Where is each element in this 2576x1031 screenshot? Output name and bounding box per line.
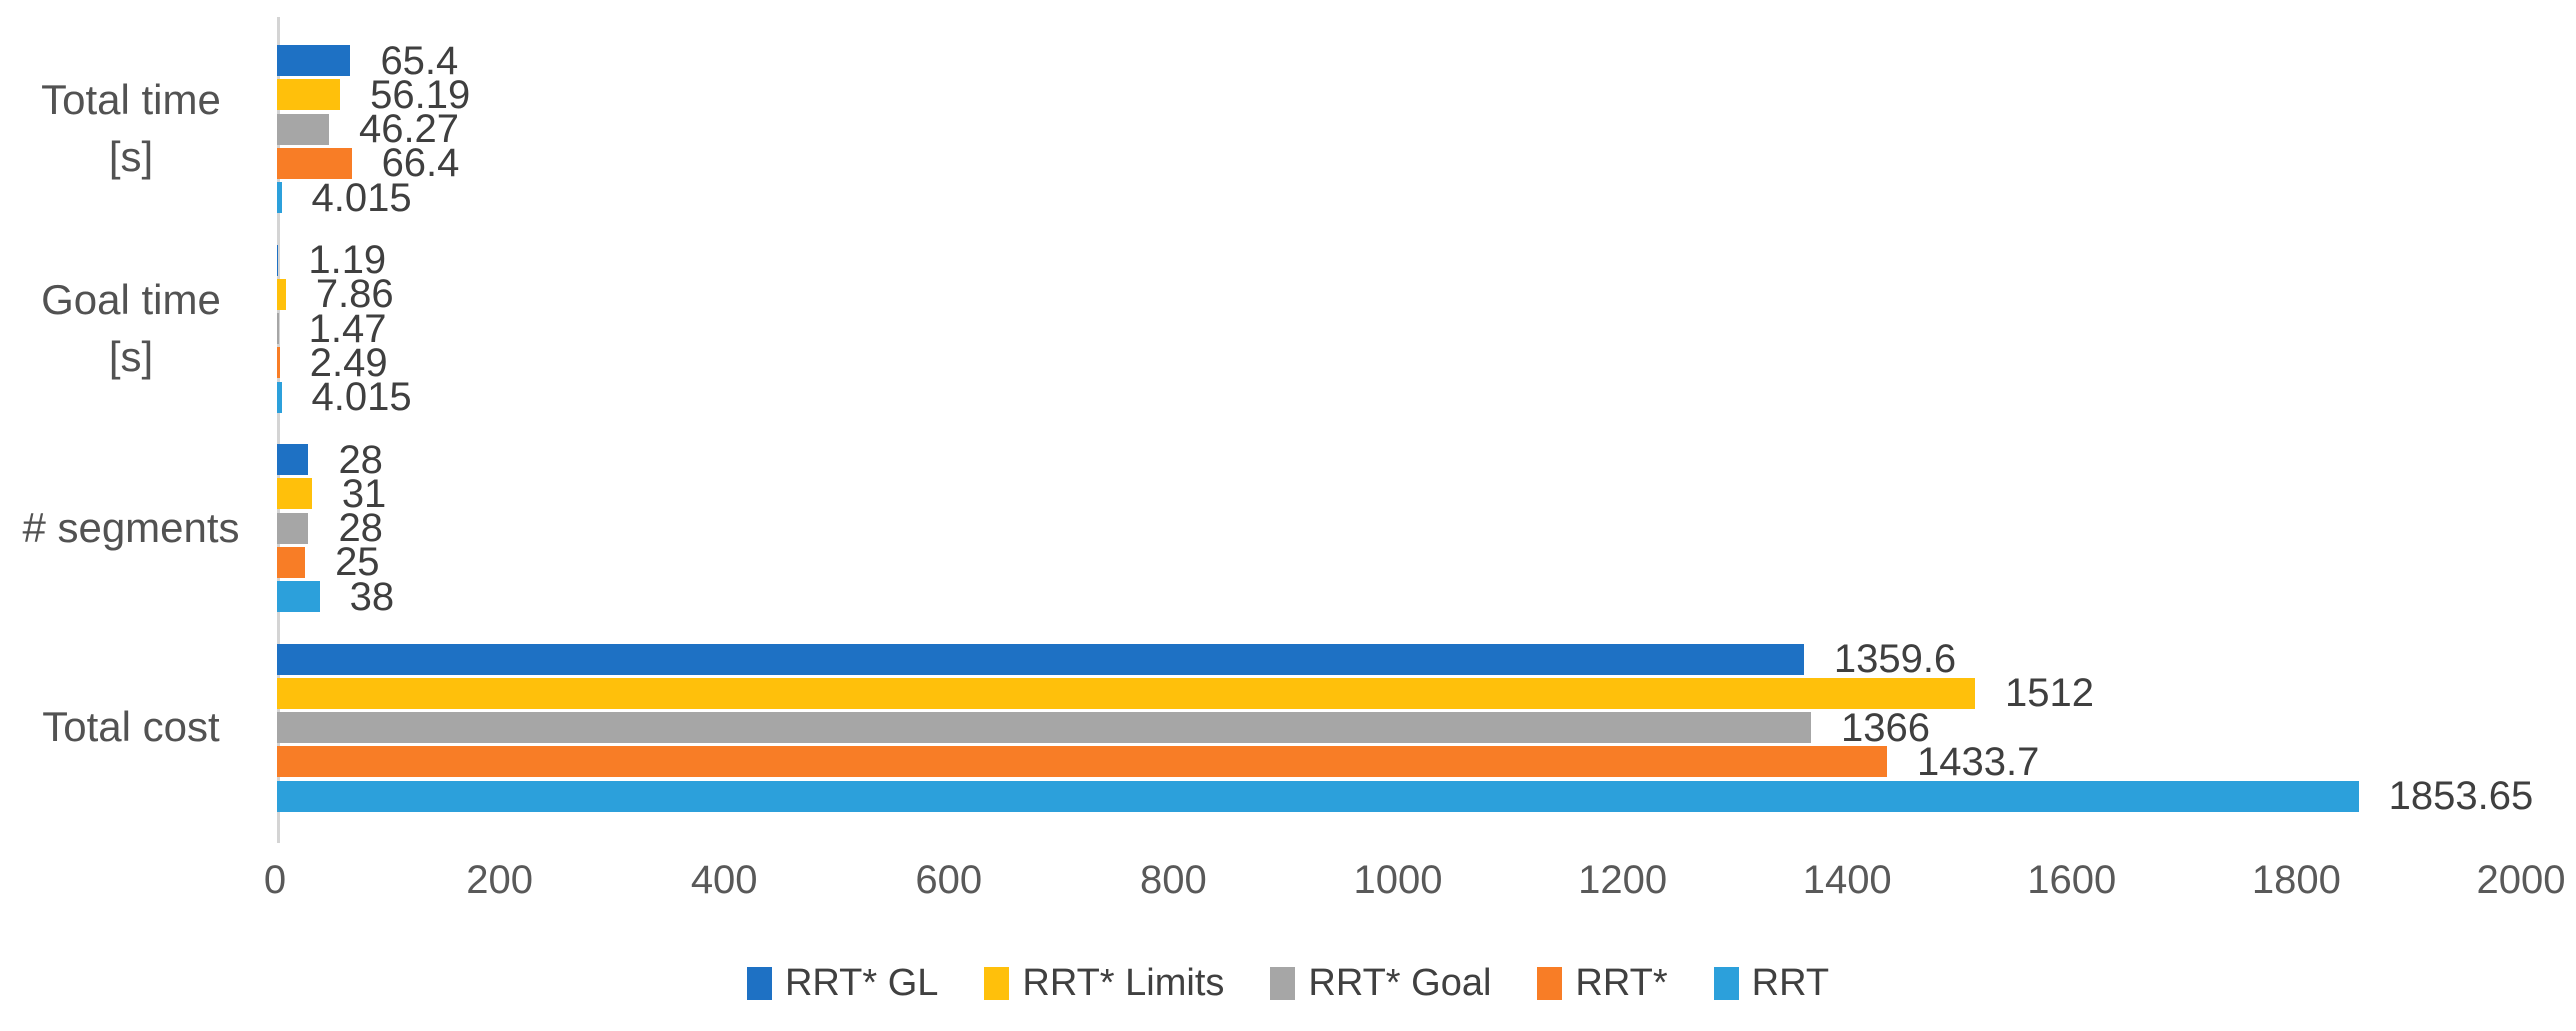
bar-rrt-goal-segments [277, 512, 309, 544]
bar-rrt-total-time [277, 182, 282, 214]
bar-value-label: 1512 [2004, 671, 2094, 716]
legend-label: RRT* [1575, 962, 1668, 1004]
x-tick-label-400: 400 [690, 858, 758, 902]
category-label-line: Goal time [41, 275, 221, 323]
bar-rrt-goal-time [277, 347, 280, 379]
legend-swatch-icon [984, 966, 1010, 1000]
bar-value-label: 4.015 [311, 175, 412, 220]
legend-label: RRT [1751, 962, 1830, 1004]
category-label-line: [s] [108, 332, 154, 380]
bar-rrt-limits-total-cost [277, 677, 1975, 709]
bar-value-label: 31 [341, 471, 387, 516]
x-tick-label-1800: 1800 [2251, 858, 2341, 902]
legend-swatch-icon [1270, 966, 1296, 1000]
x-tick-label-200: 200 [466, 858, 533, 902]
legend-label: RRT* Goal [1308, 962, 1492, 1004]
bar-rrt-goal-time [277, 381, 282, 413]
bar-value-label: 1853.65 [2388, 774, 2534, 819]
bar-rrt-total-cost [277, 746, 1888, 778]
bar-value-label: 1359.6 [1833, 637, 1957, 681]
legend: RRT* GL RRT* Limits RRT* Goal RRT* RRT [0, 952, 2576, 1014]
bar-rrt-goal-total-time [277, 113, 329, 145]
bar-rrt-segments [277, 546, 306, 578]
x-tick-label-2000: 2000 [2476, 858, 2566, 902]
bar-rrt-gl-goal-time [277, 244, 279, 276]
bar-value-label: 56.19 [370, 72, 471, 117]
bar-rrt-total-cost [277, 780, 2359, 812]
legend-item-rrt-limits: RRT* Limits [984, 964, 1224, 1002]
category-label-line: Total time [41, 76, 221, 124]
bar-value-label: 1433.7 [1917, 739, 2040, 784]
bar-rrt-gl-segments [277, 444, 309, 475]
x-tick-label-600: 600 [915, 858, 983, 902]
bar-rrt-limits-segments [277, 478, 312, 510]
x-tick-label-1000: 1000 [1353, 858, 1443, 902]
x-tick-label-800: 800 [1140, 858, 1207, 902]
legend-swatch-icon [746, 966, 772, 1000]
category-label-line: Total cost [42, 703, 220, 751]
bar-value-label: 65.4 [380, 38, 459, 83]
legend-swatch-icon [1537, 966, 1563, 1000]
bar-rrt-limits-goal-time [277, 278, 286, 310]
y-axis-line [277, 17, 280, 843]
bar-value-label: 28 [338, 437, 383, 482]
bar-rrt-segments [277, 581, 320, 613]
category-label-goal-time: Goal time [s] [0, 245, 262, 413]
x-axis: 0 200 400 600 800 1000 1200 1400 1600 1800 2000 [0, 860, 2576, 912]
bar-rrt-gl-total-time [277, 45, 351, 76]
x-tick-label-1200: 1200 [1578, 858, 1668, 902]
legend-item-rrt-gl: RRT* GL [746, 962, 939, 1004]
category-label-line: [s] [108, 133, 154, 181]
x-tick-label-0: 0 [263, 858, 287, 902]
legend-label: RRT* GL [784, 962, 939, 1004]
legend-item-rrt: RRT* [1537, 962, 1668, 1004]
legend-item-rrt: RRT [1713, 962, 1830, 1004]
bar-value-label: 7.86 [315, 272, 394, 317]
bar-value-label: 1366 [1841, 705, 1930, 750]
category-label-total-time: Total time [s] [0, 45, 262, 213]
bar-value-label: 1.19 [308, 238, 387, 282]
bar-value-label: 28 [338, 506, 383, 551]
bar-rrt-goal-goal-time [277, 313, 279, 345]
bar-rrt-limits-total-time [277, 79, 341, 111]
bar-value-label: 25 [335, 540, 380, 585]
category-label-total-cost: Total cost [0, 644, 262, 812]
bar-rrt-total-time [277, 147, 352, 179]
category-label-segments: # segments [0, 444, 262, 612]
category-label-line: # segments [22, 503, 240, 551]
bar-value-label: 66.4 [381, 141, 460, 186]
bar-rrt-gl-total-cost [277, 643, 1804, 675]
bar-value-label: 38 [349, 574, 395, 619]
legend-item-rrt-goal: RRT* Goal [1270, 964, 1491, 1002]
x-tick-label-1600: 1600 [2027, 858, 2117, 902]
bar-value-label: 2.49 [309, 340, 388, 385]
bar-rrt-goal-total-cost [277, 712, 1812, 744]
x-tick-label-1400: 1400 [1802, 858, 1892, 902]
legend-swatch-icon [1713, 966, 1739, 1000]
bar-value-label: 4.015 [311, 375, 412, 420]
bar-value-label: 46.27 [358, 107, 460, 152]
legend-label: RRT* Limits [1022, 962, 1225, 1004]
bar-value-label: 1.47 [308, 306, 387, 351]
